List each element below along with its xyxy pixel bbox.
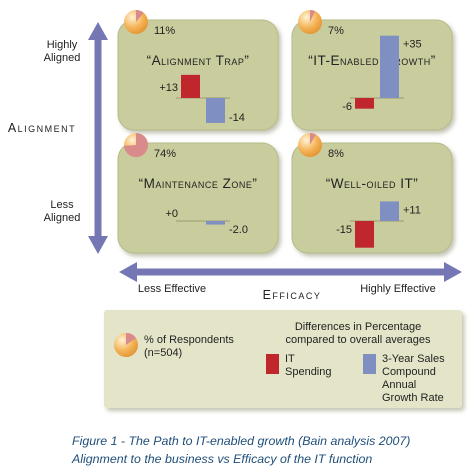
respondents-pct-label: 11%: [154, 25, 175, 37]
respondents-pie-slice: [124, 133, 148, 157]
quadrant-panel: [291, 19, 453, 131]
growth-rate-bar: [206, 98, 225, 123]
it-spending-bar: [355, 221, 374, 248]
x-right-label: Highly Effective: [360, 283, 436, 295]
alignment-axis-arrow: [88, 22, 108, 254]
quadrant-2: 7% “IT-Enabled Growth” -6 +35: [291, 9, 453, 131]
legend-growth-label-4: Growth Rate: [382, 392, 444, 404]
growth-rate-value-label: -14: [229, 112, 245, 124]
y-axis-title: Alignment: [8, 121, 76, 135]
y-bottom-label-1: Less: [50, 199, 74, 211]
legend-diff-title-1: Differences in Percentage: [295, 321, 421, 333]
legend-growth-label-2: Compound: [382, 366, 436, 378]
legend-growth-label-1: 3-Year Sales: [382, 353, 445, 365]
legend-background: [104, 310, 462, 408]
y-top-label-2: Aligned: [44, 52, 81, 64]
legend-pie-label-2: (n=504): [144, 347, 182, 359]
it-spending-bar: [181, 74, 200, 98]
legend-pie-label-1: % of Respondents: [144, 334, 234, 346]
quadrant-title: “IT-Enabled Growth”: [308, 53, 436, 68]
growth-rate-value-label: +11: [403, 204, 421, 216]
quadrant-1: 11% “Alignment Trap” +13 -14: [117, 9, 279, 131]
quadrant-title: “Alignment Trap”: [147, 53, 250, 68]
y-bottom-label-2: Aligned: [44, 212, 81, 224]
efficacy-axis-arrow: [119, 262, 462, 282]
it-spending-value-label: -6: [342, 101, 352, 113]
legend-it-spending-swatch: [266, 354, 279, 374]
quadrant-4: 8% “Well-oiled IT” -15 +11: [291, 133, 453, 254]
quadrant-panel: [291, 142, 453, 254]
respondents-pie-slice: [136, 9, 144, 22]
caption-line-2: Alignment to the business vs Efficacy of…: [72, 452, 373, 466]
it-growth-quadrant-chart: Highly Aligned Alignment Less Aligned Le…: [8, 9, 462, 408]
legend-growth-rate-swatch: [363, 354, 376, 374]
caption-line-1: Figure 1 - The Path to IT-enabled growth…: [72, 434, 411, 448]
it-spending-value-label: +13: [159, 82, 178, 94]
growth-rate-value-label: -2.0: [229, 224, 248, 236]
growth-rate-bar: [380, 201, 399, 221]
growth-rate-bar: [380, 35, 399, 98]
legend-pie-slice: [126, 332, 136, 345]
growth-rate-value-label: +35: [403, 39, 422, 51]
legend-diff-title-2: compared to overall averages: [286, 334, 431, 346]
respondents-pct-label: 8%: [328, 148, 344, 160]
quadrant-panel: [117, 142, 279, 254]
legend-growth-label-3: Annual: [382, 379, 416, 391]
respondents-pie-slice: [310, 9, 316, 22]
legend-it-spending-label-2: Spending: [285, 366, 332, 378]
legend-it-spending-label-1: IT: [285, 353, 295, 365]
respondents-pct-label: 7%: [328, 25, 344, 37]
quadrant-3: 74% “Maintenance Zone” +0 -2.0: [117, 133, 279, 254]
it-spending-value-label: -15: [336, 224, 352, 236]
it-spending-bar: [355, 98, 374, 109]
it-spending-value-label: +0: [165, 208, 178, 220]
figure-caption: Figure 1 - The Path to IT-enabled growth…: [72, 432, 468, 468]
growth-rate-bar: [206, 221, 225, 225]
respondents-pct-label: 74%: [154, 148, 176, 160]
y-top-label-1: Highly: [47, 39, 78, 51]
legend: % of Respondents (n=504) Differences in …: [104, 310, 462, 408]
respondents-pie-slice: [310, 133, 316, 145]
x-left-label: Less Effective: [138, 283, 206, 295]
quadrant-title: “Well-oiled IT”: [326, 176, 419, 191]
x-axis-title: Efficacy: [263, 288, 322, 302]
quadrant-title: “Maintenance Zone”: [139, 176, 258, 191]
